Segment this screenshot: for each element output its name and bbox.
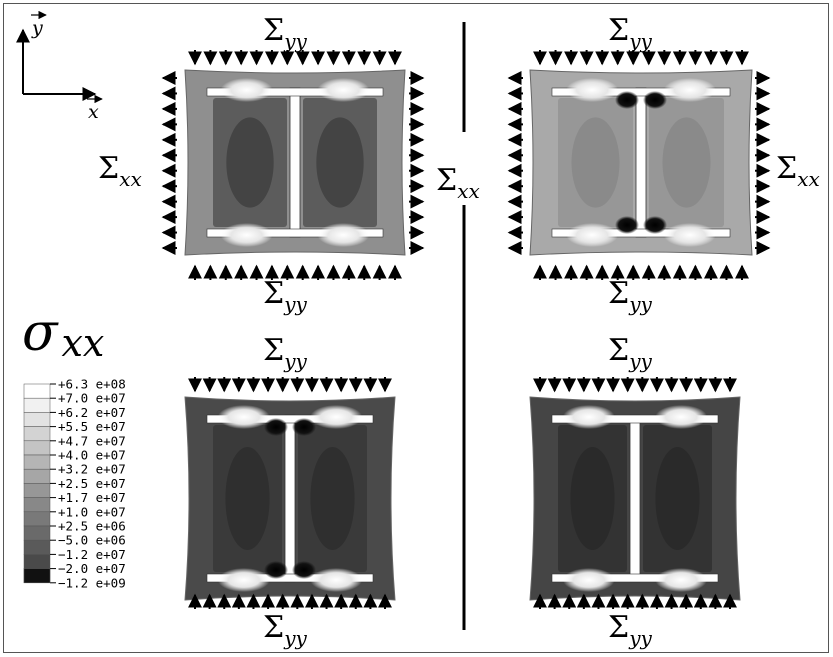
legend-swatch: [23, 554, 51, 569]
sigma-yy-bottom-right: Σyy: [608, 610, 653, 650]
y-axis-label: y: [31, 17, 43, 39]
legend-label: +3.2 e+07: [58, 462, 126, 477]
sigma-xx-right: Σxx: [776, 151, 820, 191]
legend-swatch: [23, 397, 51, 413]
legend-title: σ xx: [22, 303, 104, 365]
sigma-xx-left: Σxx: [98, 151, 142, 191]
sigma-yy-lower-right: Σyy: [608, 333, 653, 373]
panel-top-left: [184, 69, 406, 256]
arrows-tr-top: [533, 50, 749, 66]
legend-label: −2.0 e+07: [58, 561, 126, 576]
legend-label: +4.0 e+07: [58, 448, 126, 463]
legend-swatch: [23, 497, 51, 513]
sigma-yy-lower-left: Σyy: [263, 333, 308, 373]
panel-bottom-right: [529, 396, 741, 601]
legend-label: −1.2 e+09: [58, 575, 126, 590]
arrows-tl-bottom: [188, 264, 402, 280]
legend-label: +5.5 e+07: [58, 419, 126, 434]
sigma-yy-top-right: Σyy: [608, 13, 653, 53]
legend-label: −5.0 e+06: [58, 533, 126, 548]
x-axis-label: x: [88, 101, 99, 123]
arrows-bl-top: [188, 377, 392, 393]
panels: [184, 69, 753, 601]
legend-swatch: [23, 454, 51, 470]
arrows-tl-left: [161, 71, 177, 255]
legend-label: +2.5 e+06: [58, 519, 126, 534]
legend-swatch: [23, 483, 51, 498]
sigma-yy-mid-left: Σyy: [263, 276, 308, 316]
legend-swatch: [23, 412, 51, 427]
arrows-br-bottom: [533, 593, 737, 609]
arrows-br-top: [533, 377, 737, 393]
legend-label: +4.7 e+07: [58, 433, 126, 448]
legend-label: −1.2 e+07: [58, 547, 126, 562]
arrows-tr-bottom: [533, 264, 749, 280]
legend-swatch: [23, 525, 51, 541]
legend-label: +7.0 e+07: [58, 391, 126, 406]
legend-swatch: [23, 383, 51, 399]
sigma-yy-top-left: Σyy: [263, 13, 308, 53]
legend-swatch: [23, 468, 51, 484]
arrows-tl-top: [188, 50, 402, 66]
panel-bottom-left: [184, 396, 396, 601]
arrows-bl-bottom: [188, 593, 392, 609]
legend-label: +1.7 e+07: [58, 490, 126, 505]
legend: +6.3 e+08+7.0 e+07+6.2 e+07+5.5 e+07+4.7…: [23, 377, 126, 590]
load-arrows: [161, 50, 771, 609]
legend-swatch: [23, 539, 51, 555]
axes-icon: y x: [16, 10, 103, 123]
legend-label: +2.5 e+07: [58, 476, 126, 491]
sigma-xx-center: Σxx: [436, 163, 480, 203]
legend-swatch: [23, 440, 51, 456]
sigma-yy-mid-right: Σyy: [608, 276, 653, 316]
sigma-yy-bottom-left: Σyy: [263, 610, 308, 650]
arrows-tr-right: [755, 71, 771, 255]
arrows-tr-left: [507, 71, 523, 255]
legend-swatch: [23, 511, 51, 527]
legend-swatch: [23, 568, 51, 584]
arrows-tl-right: [409, 71, 425, 255]
sigma-labels: Σyy Σyy Σyy Σyy Σyy Σyy Σyy Σyy Σxx Σxx …: [98, 13, 820, 650]
panel-top-right: [529, 69, 753, 256]
legend-label: +6.2 e+07: [58, 405, 126, 420]
legend-label: +6.3 e+08: [58, 377, 126, 392]
legend-label: +1.0 e+07: [58, 504, 126, 519]
legend-swatch: [23, 426, 51, 442]
